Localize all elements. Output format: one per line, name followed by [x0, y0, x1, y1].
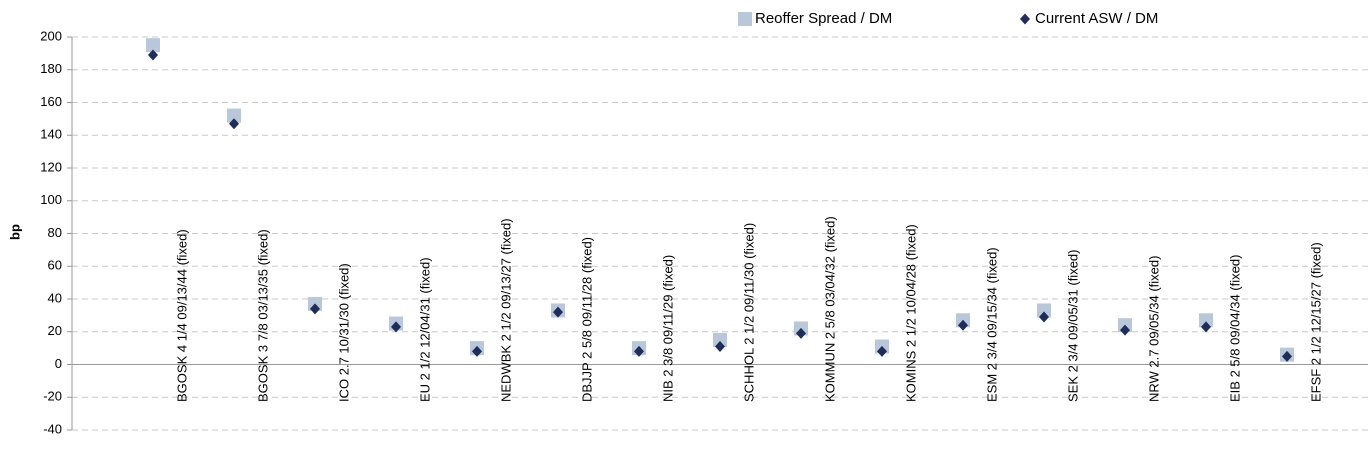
square-marker: [146, 38, 160, 53]
square-marker: [227, 108, 241, 123]
y-tick-label: -40: [43, 421, 62, 436]
diamond-marker: [958, 319, 968, 331]
y-tick-label: 180: [40, 61, 62, 76]
x-category-label: ICO 2.7 10/31/30 (fixed): [336, 263, 351, 402]
diamond-marker: [391, 321, 401, 333]
x-category-label: EFSF 2 1/2 12/15/27 (fixed): [1308, 242, 1323, 402]
diamond-marker: [229, 118, 239, 130]
diamond-marker: [1282, 350, 1292, 362]
x-category-label: SCHHOL 2 1/2 09/11/30 (fixed): [741, 223, 756, 402]
x-category-label: EU 2 1/2 12/04/31 (fixed): [417, 257, 432, 402]
diamond-marker: [148, 49, 158, 61]
x-category-label: ESM 2 3/4 09/15/34 (fixed): [984, 247, 999, 402]
diamond-marker: [634, 345, 644, 357]
y-tick-label: 160: [40, 94, 62, 109]
y-tick-label: 120: [40, 159, 62, 174]
legend-label: Reoffer Spread / DM: [755, 10, 892, 27]
x-category-label: SEK 2 3/4 09/05/31 (fixed): [1065, 250, 1080, 402]
diamond-marker: [796, 327, 806, 339]
legend-label: Current ASW / DM: [1035, 10, 1158, 27]
diamond-marker: [472, 345, 482, 357]
y-tick-label: 140: [40, 127, 62, 142]
y-tick-label: 80: [48, 225, 62, 240]
square-marker: [738, 12, 752, 26]
x-category-label: KOMINS 2 1/2 10/04/28 (fixed): [903, 224, 918, 402]
diamond-marker: [1201, 321, 1211, 333]
y-tick-label: 20: [48, 323, 62, 338]
y-axis-label: bp: [7, 224, 22, 240]
square-marker: [713, 332, 727, 347]
x-category-label: BGOSK 4 1/4 09/13/44 (fixed): [174, 229, 189, 402]
y-tick-label: 60: [48, 258, 62, 273]
square-marker: [1199, 313, 1213, 328]
diamond-marker: [715, 340, 725, 352]
x-category-label: NEDWBK 2 1/2 09/13/27 (fixed): [498, 218, 513, 402]
y-tick-label: 40: [48, 290, 62, 305]
x-category-label: NRW 2.7 09/05/34 (fixed): [1146, 256, 1161, 402]
y-tick-label: 100: [40, 192, 62, 207]
y-tick-label: 0: [55, 356, 62, 371]
x-category-label: NIB 2 3/8 09/11/29 (fixed): [660, 255, 675, 402]
diamond-marker: [1020, 13, 1030, 25]
diamond-marker: [310, 303, 320, 315]
diamond-marker: [877, 345, 887, 357]
diamond-marker: [553, 306, 563, 318]
x-category-label: DBJJP 2 5/8 09/11/28 (fixed): [579, 237, 594, 402]
x-category-label: BGOSK 3 7/8 03/13/35 (fixed): [255, 229, 270, 402]
x-category-label: EIB 2 5/8 09/04/34 (fixed): [1227, 255, 1242, 402]
diamond-marker: [1039, 311, 1049, 323]
diamond-marker: [1120, 324, 1130, 336]
x-category-label: KOMMUN 2 5/8 03/04/32 (fixed): [822, 216, 837, 402]
y-tick-label: -20: [43, 389, 62, 404]
y-tick-label: 200: [40, 28, 62, 43]
square-marker: [1037, 303, 1051, 318]
